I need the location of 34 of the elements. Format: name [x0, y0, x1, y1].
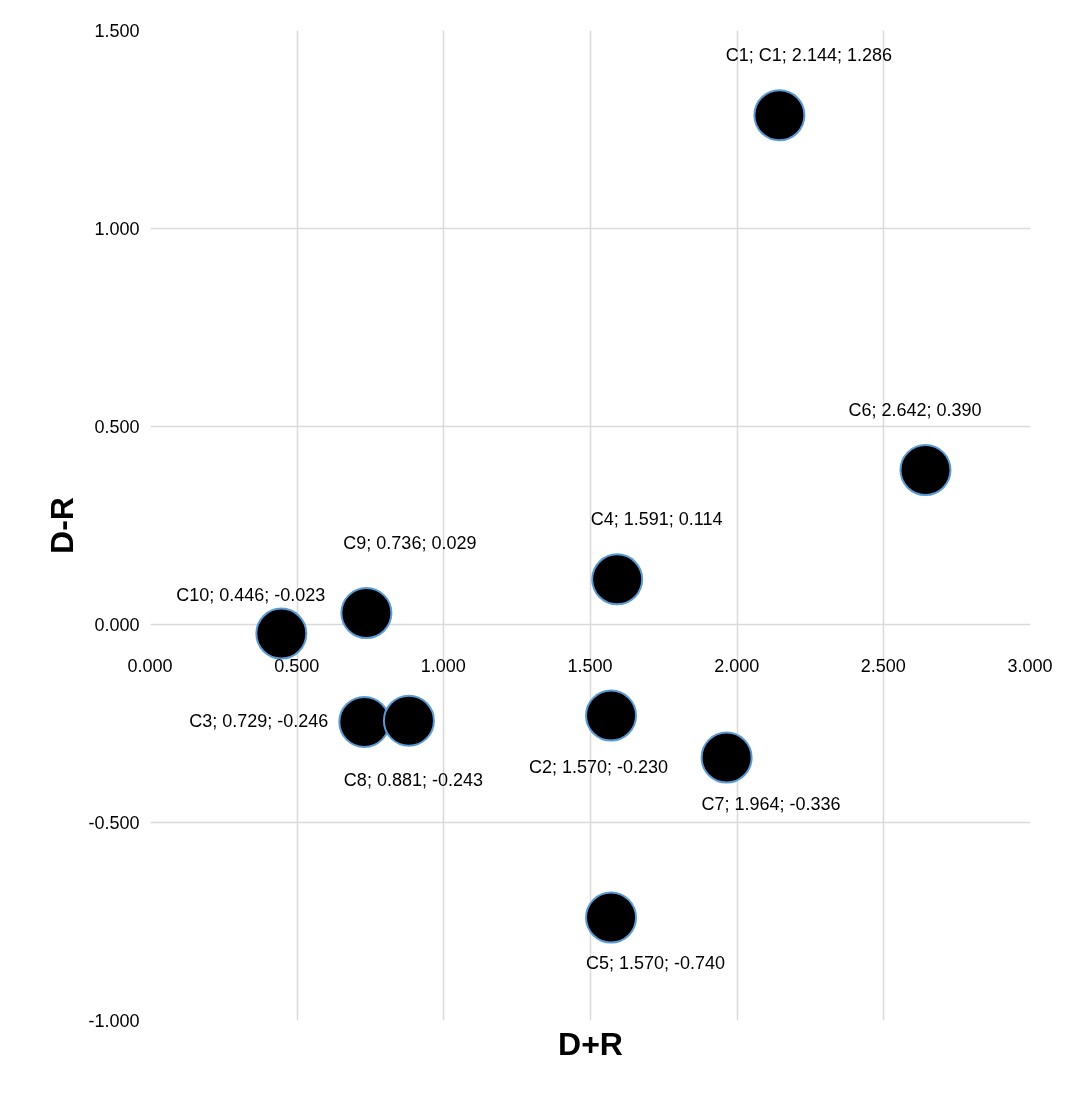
point	[585, 891, 638, 944]
point	[591, 553, 644, 606]
point	[255, 607, 308, 660]
y-tick-label: 1.500	[94, 21, 140, 41]
point	[585, 689, 638, 742]
data-label: C7; 1.964; -0.336	[701, 793, 841, 815]
x-tick-label: 1.500	[567, 655, 613, 677]
x-tick-label: 0.500	[274, 655, 320, 677]
x-tick-label: 2.500	[860, 655, 906, 677]
data-label: C8; 0.881; -0.243	[343, 769, 483, 791]
point	[753, 89, 806, 142]
data-label: C6; 2.642; 0.390	[848, 399, 982, 421]
point	[382, 694, 435, 747]
x-tick-label: 1.000	[420, 655, 466, 677]
y-axis-title: D-R	[44, 497, 81, 554]
y-tick-label: 0.500	[94, 417, 140, 437]
point	[899, 444, 952, 497]
x-tick-label: 3.000	[1007, 655, 1053, 677]
y-tick-label: 0.000	[94, 615, 140, 635]
data-label: C1; C1; 2.144; 1.286	[725, 44, 892, 66]
data-label: C10; 0.446; -0.023	[176, 584, 326, 606]
point	[700, 731, 753, 784]
data-label: C4; 1.591; 0.114	[590, 508, 723, 530]
x-tick-label: 2.000	[714, 655, 760, 677]
data-label: C2; 1.570; -0.230	[528, 756, 669, 778]
x-tick-label: 0.000	[127, 655, 173, 677]
y-tick-label: -0.500	[88, 813, 140, 833]
y-tick-label: 1.000	[94, 219, 140, 239]
y-tick-label: -1.000	[88, 1011, 140, 1031]
x-axis-title: D+R	[558, 1025, 623, 1062]
point	[340, 587, 393, 639]
data-label: C5; 1.570; -0.740	[585, 952, 726, 974]
data-label: C9; 0.736; 0.029	[343, 532, 477, 554]
data-label: C3; 0.729; -0.246	[189, 710, 329, 732]
